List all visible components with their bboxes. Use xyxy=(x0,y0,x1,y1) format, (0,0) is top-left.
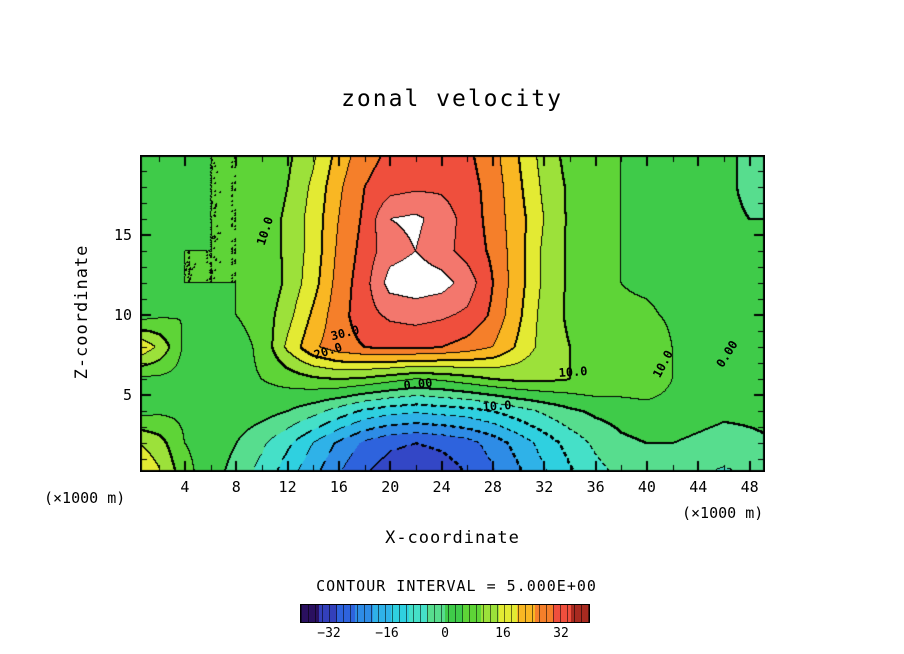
x-tick-label: 8 xyxy=(231,478,241,496)
z-tick-label: 15 xyxy=(113,226,132,245)
x-tick-label: 40 xyxy=(637,478,656,496)
x-tick-label: 36 xyxy=(586,478,605,496)
contour-field-canvas xyxy=(140,155,765,472)
x-tick-label: 4 xyxy=(180,478,190,496)
x-tick-label: 20 xyxy=(381,478,400,496)
x-tick-label: 12 xyxy=(278,478,297,496)
x-tick-label: 16 xyxy=(329,478,348,496)
plot-title: zonal velocity xyxy=(341,86,563,112)
x-tick-label: 32 xyxy=(535,478,554,496)
z-tick-label: 10 xyxy=(113,306,132,325)
contour-label: 10.0 xyxy=(558,364,588,380)
colorbar xyxy=(300,604,590,623)
x-tick-label: 44 xyxy=(689,478,708,496)
x-axis-label: X-coordinate xyxy=(385,528,520,548)
contour-interval-note: CONTOUR INTERVAL = 5.000E+00 xyxy=(316,577,597,595)
contour-label: 0.00 xyxy=(402,375,434,393)
colorbar-tick-label: 16 xyxy=(495,626,511,641)
y-units-label: (×1000 m) xyxy=(44,489,126,507)
x-tick-label: 24 xyxy=(432,478,451,496)
x-tick-label: 28 xyxy=(483,478,502,496)
x-units-label: (×1000 m) xyxy=(682,504,764,522)
colorbar-labels: −32 −16 0 16 32 xyxy=(300,626,590,642)
colorbar-tick-label: 0 xyxy=(441,626,449,641)
contour-plot-area: 10.0 20.0 30.0 0.00 10.0 10.0 10.0 0.00 xyxy=(140,155,765,472)
colorbar-tick-label: −16 xyxy=(375,626,399,641)
y-axis-label: Z-coordinate xyxy=(72,244,92,380)
x-tick-label: 48 xyxy=(740,478,759,496)
colorbar-tick-label: −32 xyxy=(317,626,341,641)
z-tick-label: 5 xyxy=(122,386,132,405)
colorbar-tick-label: 32 xyxy=(553,626,569,641)
contour-label: 10.0 xyxy=(482,398,512,414)
